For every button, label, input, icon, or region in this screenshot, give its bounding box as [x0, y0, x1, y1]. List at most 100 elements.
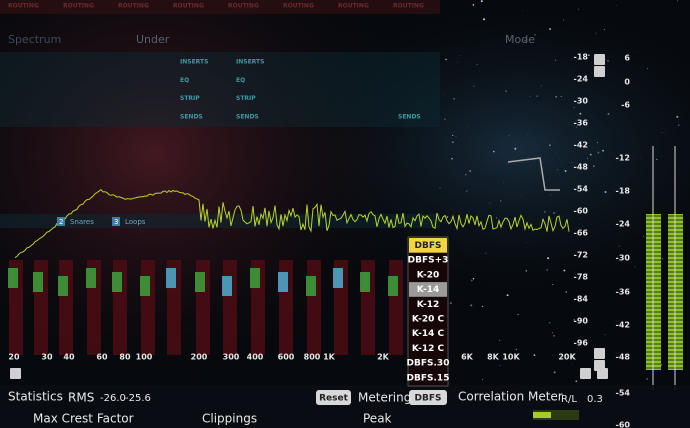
- reset-label[interactable]: Reset: [319, 394, 348, 404]
- scroll-button[interactable]: [580, 368, 591, 379]
- star: [563, 269, 566, 272]
- routing-button[interactable]: INSERTS: [236, 59, 264, 66]
- routing-button[interactable]: STRIP: [236, 95, 256, 102]
- spectrum-scale-label: -90: [574, 317, 589, 326]
- fader-cap[interactable]: [166, 268, 176, 288]
- fader-cap[interactable]: [33, 272, 43, 292]
- star: [547, 257, 550, 260]
- menu-option[interactable]: K-20 C: [412, 315, 445, 325]
- metering-value[interactable]: DBFS: [415, 394, 442, 404]
- menu-option[interactable]: DBFS.15: [407, 373, 450, 383]
- menu-option[interactable]: DBFS.30: [407, 359, 450, 369]
- star: [443, 94, 444, 95]
- star: [678, 124, 680, 126]
- star: [634, 266, 636, 268]
- menu-option[interactable]: K-20: [417, 270, 439, 280]
- spectrum-scale-label: -60: [574, 207, 589, 216]
- menu-option[interactable]: K-14: [417, 285, 439, 295]
- routing-button[interactable]: INSERTS: [180, 59, 208, 66]
- reset-button[interactable]: [316, 390, 351, 405]
- tab[interactable]: ROUTING: [173, 3, 204, 10]
- star: [439, 186, 441, 189]
- star: [544, 211, 546, 213]
- frequency-label: 600: [278, 353, 295, 362]
- routing-button[interactable]: EQ: [236, 77, 245, 84]
- scroll-button[interactable]: [594, 54, 605, 65]
- star: [573, 318, 576, 321]
- star: [578, 8, 580, 10]
- star: [551, 332, 554, 334]
- menu-option[interactable]: DBFS+3: [408, 256, 449, 266]
- star: [676, 115, 679, 118]
- fader-cap[interactable]: [222, 276, 232, 296]
- star: [506, 294, 509, 297]
- track-number: 3: [114, 218, 118, 226]
- tab[interactable]: ROUTING: [8, 3, 39, 10]
- tab[interactable]: ROUTING: [63, 3, 94, 10]
- tab[interactable]: ROUTING: [393, 3, 424, 10]
- scroll-button[interactable]: [597, 368, 608, 379]
- star: [480, 0, 483, 3]
- fader-cap[interactable]: [388, 276, 398, 296]
- star: [476, 64, 478, 65]
- under-label: Under: [136, 33, 170, 46]
- fader-cap[interactable]: [195, 272, 205, 292]
- routing-button[interactable]: STRIP: [180, 95, 200, 102]
- star: [571, 362, 573, 364]
- star: [489, 202, 491, 204]
- fader-cap[interactable]: [8, 268, 18, 288]
- menu-option[interactable]: K-14 C: [412, 329, 445, 339]
- tab[interactable]: ROUTING: [338, 3, 369, 10]
- spectrum-scale-label: -48: [574, 163, 589, 172]
- star: [553, 212, 556, 215]
- routing-button[interactable]: SENDS: [180, 113, 203, 120]
- tab[interactable]: ROUTING: [228, 3, 259, 10]
- scroll-button[interactable]: [594, 348, 605, 359]
- fader-cap[interactable]: [278, 272, 288, 292]
- spectrum-scale-label: -30: [574, 97, 589, 106]
- scroll-button[interactable]: [594, 66, 605, 77]
- star: [602, 149, 604, 152]
- frequency-label: 8K: [487, 353, 500, 362]
- tab[interactable]: ROUTING: [118, 3, 149, 10]
- star: [622, 189, 624, 190]
- fader-cap[interactable]: [86, 268, 96, 288]
- star: [597, 151, 600, 154]
- stat-peak: Peak: [363, 412, 392, 426]
- routing-button[interactable]: SENDS: [236, 113, 259, 120]
- spectrum-scale-label: -18: [574, 53, 589, 62]
- stat-max-crest: Max Crest Factor: [33, 412, 134, 426]
- tab[interactable]: ROUTING: [283, 3, 314, 10]
- frequency-label: 200: [191, 353, 208, 362]
- star: [483, 18, 486, 21]
- fader-cap[interactable]: [250, 268, 260, 288]
- channel-meter: [59, 260, 73, 355]
- menu-hover[interactable]: [409, 282, 447, 297]
- routing-button[interactable]: SENDS: [398, 113, 421, 120]
- fader-cap[interactable]: [333, 268, 343, 288]
- star: [607, 112, 610, 115]
- scroll-button[interactable]: [10, 368, 21, 379]
- metering-menu[interactable]: [407, 236, 449, 387]
- frequency-label: 800: [304, 353, 321, 362]
- fader-cap[interactable]: [112, 272, 122, 292]
- star: [467, 126, 469, 127]
- meter-scale-label: -48: [616, 353, 631, 362]
- menu-selected[interactable]: [409, 238, 447, 253]
- menu-option[interactable]: K-12: [417, 300, 439, 310]
- fader-cap[interactable]: [360, 272, 370, 292]
- menu-option[interactable]: DBFS: [415, 241, 442, 251]
- menu-option[interactable]: K-12 C: [412, 344, 445, 354]
- metering-button[interactable]: [409, 390, 447, 405]
- fader-cap[interactable]: [140, 276, 150, 296]
- star: [549, 144, 551, 146]
- fader-cap[interactable]: [306, 276, 316, 296]
- panel-title: Spectrum: [8, 33, 61, 46]
- star: [451, 157, 453, 160]
- star: [452, 141, 454, 143]
- star: [525, 270, 528, 272]
- fader-cap[interactable]: [58, 276, 68, 296]
- tab-bar: [0, 0, 440, 14]
- routing-button[interactable]: EQ: [180, 77, 189, 84]
